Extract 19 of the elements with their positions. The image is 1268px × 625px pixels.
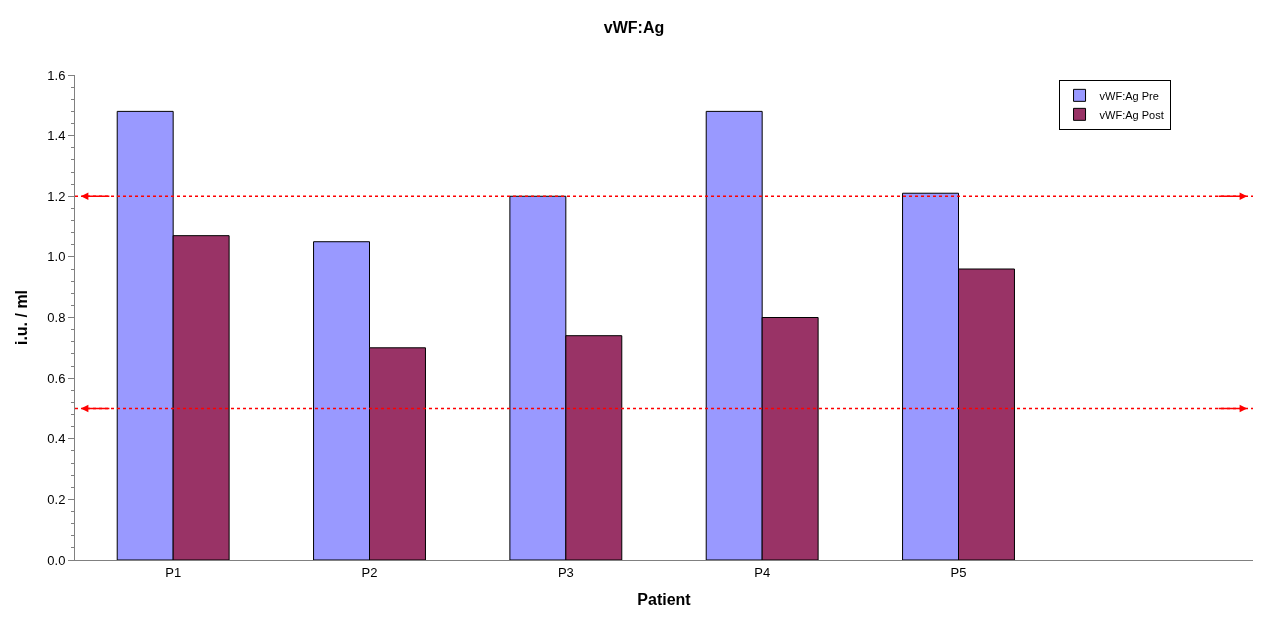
x-tick-label: P4 (754, 564, 771, 580)
x-tick-label: P2 (361, 564, 378, 580)
x-axis-title: Patient (637, 591, 692, 609)
y-tick-label: 0.6 (47, 370, 66, 386)
y-tick-label: 0.2 (47, 491, 66, 507)
legend-label: vWF:Ag Pre (1099, 89, 1159, 102)
x-tick-label: P3 (557, 564, 574, 580)
y-tick-label: 1.6 (47, 67, 66, 83)
y-tick-label: 0.4 (47, 431, 66, 447)
text: 0.0 (47, 552, 66, 568)
y-axis-title: i.u. / ml (13, 289, 31, 346)
chart-title: vWF:Ag (603, 19, 665, 37)
y-tick-label: 1.2 (47, 188, 66, 204)
y-tick-label: 0.8 (47, 310, 66, 326)
y-tick-label: 1.4 (47, 128, 66, 144)
text: 1.0 (47, 249, 66, 265)
legend-label: vWF:Ag Post (1099, 108, 1164, 121)
x-tick-label: P1 (165, 564, 182, 580)
x-tick-label: P5 (950, 564, 967, 580)
